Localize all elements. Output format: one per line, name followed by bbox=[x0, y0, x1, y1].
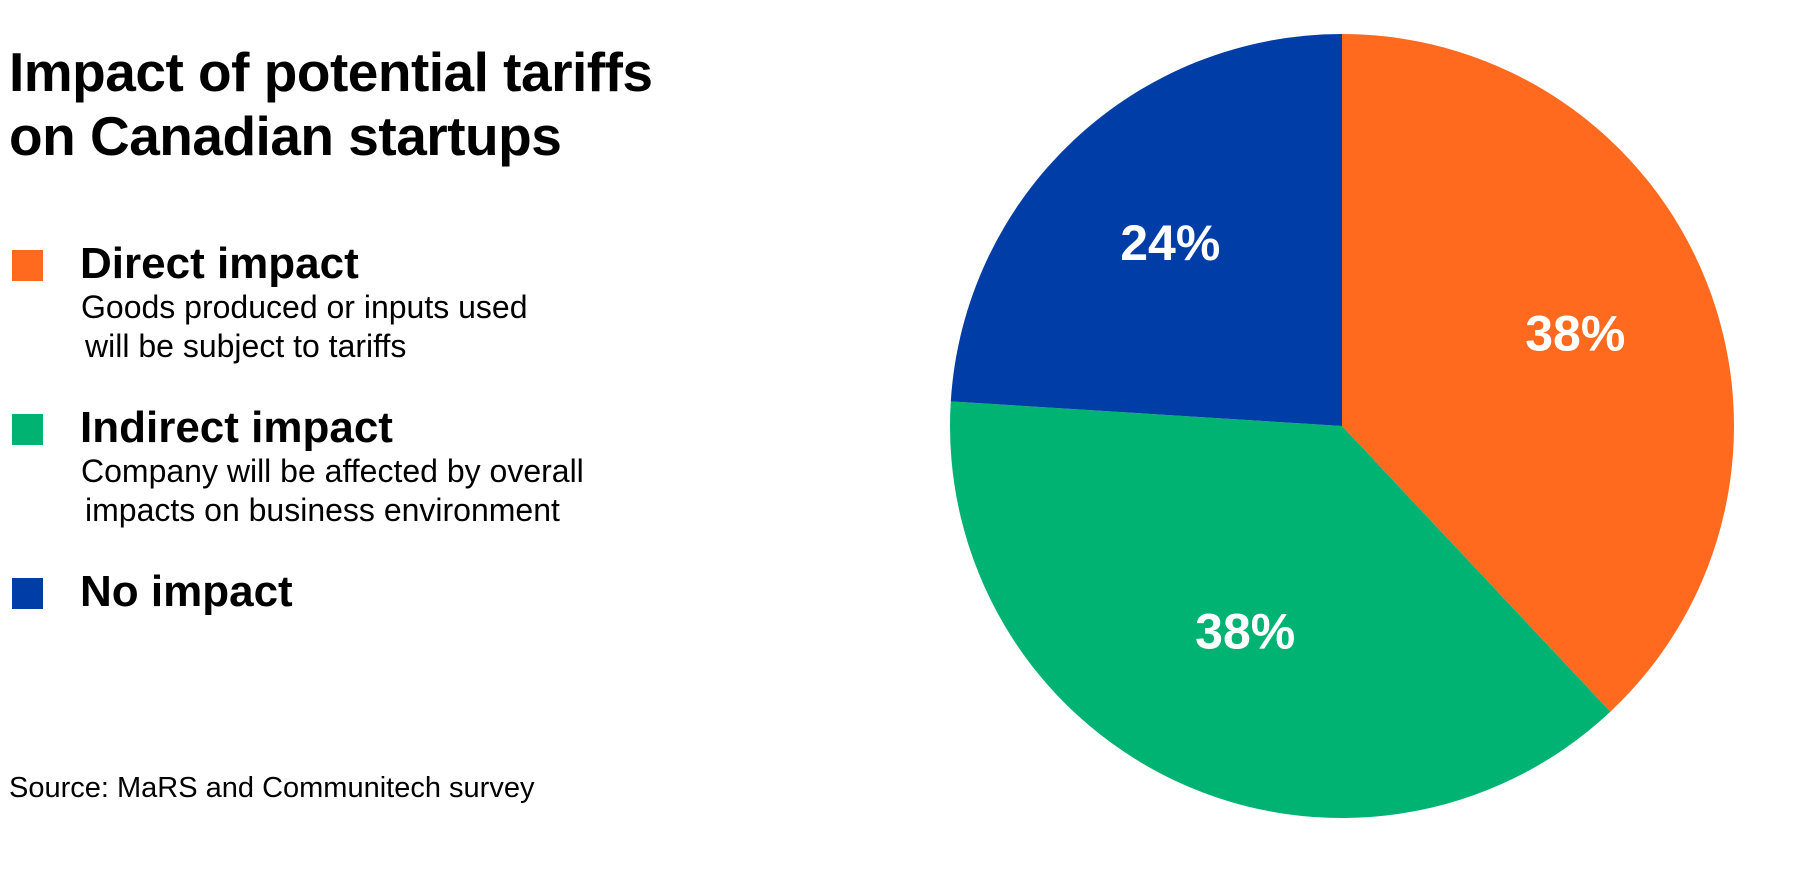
pie-slice-label-indirect-impact: 38% bbox=[1195, 604, 1295, 660]
legend-description-line: Goods produced or inputs used bbox=[81, 289, 528, 325]
legend-swatch-no-impact bbox=[12, 578, 43, 609]
source-note: Source: MaRS and Communitech survey bbox=[9, 772, 535, 804]
pie-slice-direct-impact bbox=[1342, 34, 1734, 712]
legend-label-direct-impact: Direct impact bbox=[80, 239, 359, 288]
legend-description-direct-impact: Goods produced or inputs used will be su… bbox=[81, 288, 528, 366]
legend-description-line: impacts on business environment bbox=[85, 492, 560, 528]
chart-title-line-2: on Canadian startups bbox=[9, 105, 562, 167]
chart-title: Impact of potential tariffs on Canadian … bbox=[9, 40, 769, 168]
legend-label-indirect-impact: Indirect impact bbox=[80, 403, 393, 452]
legend-description-line: will be subject to tariffs bbox=[85, 328, 407, 364]
legend-swatch-indirect-impact bbox=[12, 414, 43, 445]
legend-description-indirect-impact: Company will be affected by overall impa… bbox=[81, 452, 584, 530]
legend-description-line: Company will be affected by overall bbox=[81, 453, 584, 489]
chart-title-line-1: Impact of potential tariffs bbox=[9, 41, 653, 103]
pie-slice-label-no-impact: 24% bbox=[1120, 215, 1220, 271]
pie-slice-label-direct-impact: 38% bbox=[1525, 306, 1625, 362]
legend-swatch-direct-impact bbox=[12, 250, 43, 281]
pie-slice-indirect-impact bbox=[950, 401, 1611, 818]
pie-slice-no-impact bbox=[950, 34, 1342, 426]
legend-label-no-impact: No impact bbox=[80, 567, 293, 616]
